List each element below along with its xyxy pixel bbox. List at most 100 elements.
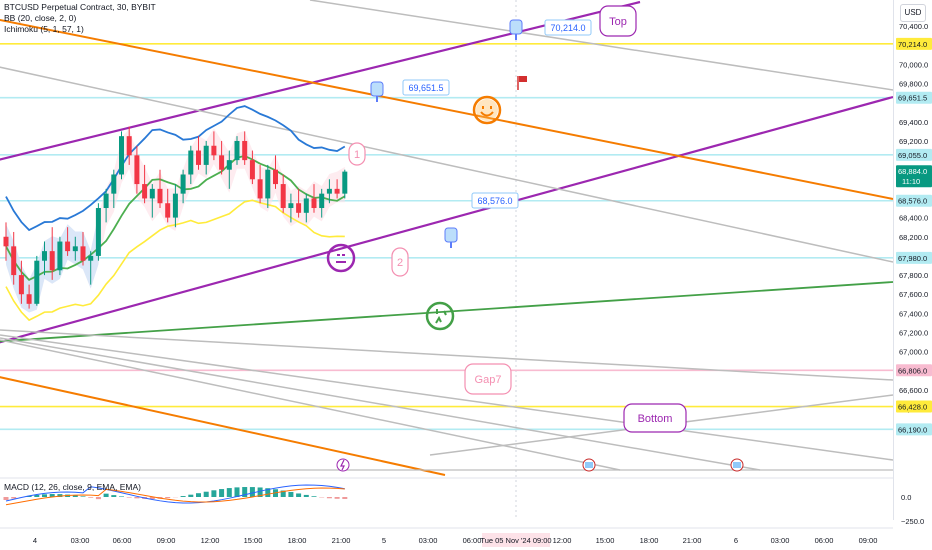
candle[interactable] bbox=[103, 193, 109, 209]
candle[interactable] bbox=[311, 198, 317, 209]
green-support-line[interactable] bbox=[0, 281, 894, 343]
price-callout[interactable]: 68,576.0 bbox=[471, 192, 519, 209]
smiley-neutral-icon[interactable] bbox=[326, 243, 356, 273]
candle[interactable] bbox=[18, 275, 24, 295]
macd-signal-line bbox=[5, 487, 345, 506]
candle[interactable] bbox=[142, 184, 148, 199]
price-marker-badge[interactable] bbox=[896, 423, 932, 436]
smiley-dizzy-icon[interactable] bbox=[425, 301, 455, 331]
candle[interactable] bbox=[80, 246, 86, 261]
candle[interactable] bbox=[326, 188, 332, 194]
candle[interactable] bbox=[334, 188, 340, 194]
fan-line-6[interactable] bbox=[0, 339, 621, 471]
candle[interactable] bbox=[157, 188, 163, 204]
candle[interactable] bbox=[95, 208, 101, 256]
candle[interactable] bbox=[242, 140, 248, 161]
price-marker-badge[interactable] bbox=[896, 251, 932, 264]
macd-histogram-bar bbox=[249, 487, 255, 497]
candle[interactable] bbox=[11, 246, 17, 276]
candle[interactable] bbox=[72, 246, 78, 252]
candle[interactable] bbox=[180, 174, 186, 194]
macd-histogram-bar bbox=[80, 496, 86, 497]
candle[interactable] bbox=[119, 136, 124, 175]
hand-pointer-icon[interactable] bbox=[370, 81, 384, 102]
bb-legend[interactable]: BB (20, close, 2, 0) bbox=[4, 13, 77, 23]
price-marker-badge[interactable] bbox=[896, 364, 932, 377]
fan-line-5[interactable] bbox=[0, 337, 761, 471]
candle[interactable] bbox=[342, 171, 348, 194]
crosshair-time-badge[interactable] bbox=[482, 533, 550, 547]
candle[interactable] bbox=[172, 193, 178, 218]
annotation-2[interactable]: 2 bbox=[391, 247, 409, 277]
us-flag-icon[interactable] bbox=[730, 458, 744, 472]
orange-lower-trend-line[interactable] bbox=[0, 375, 446, 476]
fan-line-4[interactable] bbox=[0, 334, 894, 461]
candle[interactable] bbox=[196, 150, 201, 165]
smiley-happy-icon[interactable] bbox=[472, 95, 502, 125]
candle[interactable] bbox=[65, 241, 71, 252]
candle[interactable] bbox=[280, 184, 286, 209]
candle[interactable] bbox=[211, 145, 217, 156]
candle[interactable] bbox=[226, 160, 232, 170]
price-marker-badge[interactable] bbox=[896, 37, 932, 50]
candle[interactable] bbox=[34, 260, 40, 304]
candle[interactable] bbox=[49, 251, 55, 271]
price-callout[interactable]: 69,651.5 bbox=[402, 79, 450, 96]
ichimoku-legend[interactable]: Ichimoku (5, 1, 57, 1) bbox=[4, 24, 84, 34]
candle[interactable] bbox=[126, 136, 132, 156]
candle[interactable] bbox=[296, 203, 302, 213]
time-tick-label: 06:00 bbox=[113, 536, 132, 545]
macd-legend[interactable]: MACD (12, 26, close, 9, EMA, EMA) bbox=[4, 482, 141, 492]
annotation-label: Gap7 bbox=[475, 374, 502, 386]
candle[interactable] bbox=[57, 241, 63, 271]
candle[interactable] bbox=[134, 155, 140, 185]
orange-trend-line[interactable] bbox=[0, 18, 894, 200]
price-marker-badge[interactable] bbox=[896, 400, 932, 413]
hand-pointer-icon[interactable] bbox=[444, 227, 458, 248]
last-price-badge[interactable] bbox=[896, 165, 932, 188]
fan-line-3[interactable] bbox=[0, 329, 894, 381]
candle[interactable] bbox=[234, 140, 240, 161]
candle[interactable] bbox=[249, 160, 255, 180]
price-marker-badge[interactable] bbox=[896, 148, 932, 161]
candle[interactable] bbox=[319, 193, 325, 209]
annotation-1[interactable]: 1 bbox=[348, 142, 366, 166]
price-callout-label: 70,214.0 bbox=[550, 23, 585, 33]
fan-line-1[interactable] bbox=[309, 0, 894, 91]
red-flag-icon[interactable] bbox=[517, 76, 527, 90]
candle[interactable] bbox=[303, 198, 309, 213]
candle[interactable] bbox=[111, 174, 117, 194]
candle[interactable] bbox=[149, 188, 155, 199]
candle[interactable] bbox=[203, 145, 209, 165]
candle[interactable] bbox=[88, 255, 94, 261]
us-flag-icon[interactable] bbox=[582, 458, 596, 472]
price-tick-label: 69,200.0 bbox=[899, 137, 928, 146]
candle[interactable] bbox=[273, 169, 278, 185]
channel-lower-line[interactable] bbox=[0, 95, 894, 345]
candle[interactable] bbox=[265, 169, 271, 199]
candle[interactable] bbox=[257, 179, 263, 199]
candle[interactable] bbox=[3, 236, 9, 247]
annotation-label: 1 bbox=[354, 149, 360, 161]
price-tick-label: 69,400.0 bbox=[899, 118, 928, 127]
price-marker-badge[interactable] bbox=[896, 91, 932, 104]
channel-upper-line[interactable] bbox=[0, 0, 641, 162]
price-marker-badge[interactable] bbox=[896, 194, 932, 207]
price-callout[interactable]: 70,214.0 bbox=[544, 19, 592, 36]
annotation-bottom[interactable]: Bottom bbox=[623, 403, 687, 433]
annotation-gap7[interactable]: Gap7 bbox=[464, 363, 512, 395]
candle[interactable] bbox=[188, 150, 194, 175]
candle[interactable] bbox=[219, 155, 225, 170]
price-marker-label: 69,055.0 bbox=[898, 151, 927, 160]
candle[interactable] bbox=[26, 294, 32, 304]
candle[interactable] bbox=[165, 203, 171, 218]
symbol-legend[interactable]: BTCUSD Perpetual Contract, 30, BYBIT bbox=[4, 2, 156, 12]
candle[interactable] bbox=[288, 203, 294, 209]
lightning-icon[interactable] bbox=[336, 458, 350, 472]
currency-button[interactable]: USD bbox=[900, 4, 926, 22]
candle[interactable] bbox=[42, 251, 47, 261]
fan-line-2[interactable] bbox=[0, 65, 894, 263]
hand-pointer-icon[interactable] bbox=[509, 19, 523, 40]
annotation-top[interactable]: Top bbox=[599, 5, 637, 37]
